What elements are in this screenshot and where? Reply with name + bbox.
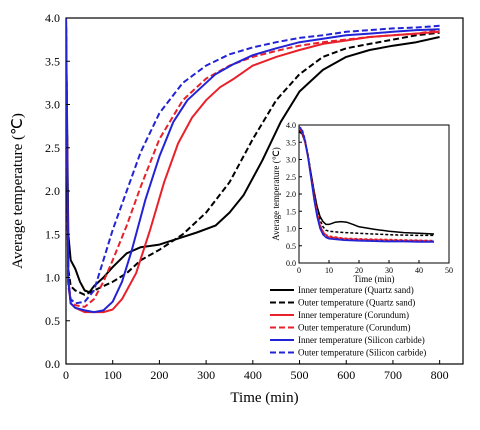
inset-y-tick-label-5: 2.5 (286, 173, 296, 182)
inset-y-tick-label-1: 0.5 (286, 242, 296, 251)
main-series-line-4 (66, 18, 440, 314)
inset-x-tick-label-1: 10 (325, 266, 333, 275)
main-x-tick-label-7: 700 (384, 368, 402, 382)
inset-y-axis-title: Average temperature (℃) (271, 147, 281, 240)
inset-x-tick-label-3: 30 (385, 266, 393, 275)
inset-y-tick-label-2: 1.0 (286, 225, 296, 234)
inset-series-line-5 (299, 126, 434, 243)
main-y-tick-label-0: 0.0 (45, 357, 60, 371)
inset-y-tick-label-0: 0.0 (286, 259, 296, 268)
inset-plot: 0 10 20 30 40 50 0.0 0.5 1.0 1.5 2.0 2.5 3.0 3.5 4.0 Ti… (271, 121, 453, 284)
inset-y-tick-label-6: 3.0 (286, 156, 296, 165)
main-x-tick-label-0: 0 (63, 368, 69, 382)
main-y-tick-label-1: 0.5 (45, 314, 60, 328)
main-y-tick-label-8: 4.0 (45, 11, 60, 25)
inset-y-tick-label-4: 2.0 (286, 190, 296, 199)
main-y-tick-label-2: 1.0 (45, 271, 60, 285)
main-y-tick-label-7: 3.5 (45, 54, 60, 68)
main-y-axis-title: Average temperature (℃) (10, 113, 26, 269)
inset-x-tick-label-2: 20 (355, 266, 363, 275)
inset-y-tick-label-7: 3.5 (286, 138, 296, 147)
legend-label-2: Inner temperature (Corundum) (298, 310, 409, 320)
legend-label-4: Inner temperature (Silicon carbide) (298, 335, 425, 345)
inset-x-tick-label-4: 40 (415, 266, 423, 275)
inset-x-axis-title: Time (min) (354, 274, 395, 284)
main-y-tick-label-3: 1.5 (45, 227, 60, 241)
inset-x-tick-label-0: 0 (297, 266, 301, 275)
legend-label-1: Outer temperature (Quartz sand) (298, 298, 415, 308)
main-x-tick-label-2: 200 (150, 368, 168, 382)
inset-y-tick-label-8: 4.0 (286, 121, 296, 130)
main-y-tick-label-6: 3.0 (45, 98, 60, 112)
main-x-tick-label-1: 100 (104, 368, 122, 382)
inset-y-tick-label-3: 1.5 (286, 207, 296, 216)
legend-label-5: Outer temperature (Silicon carbide) (298, 348, 426, 358)
legend-label-3: Outer temperature (Corundum) (298, 323, 410, 333)
main-x-tick-label-8: 800 (431, 368, 449, 382)
main-y-tick-label-5: 2.5 (45, 141, 60, 155)
main-x-tick-label-6: 600 (337, 368, 355, 382)
main-series-line-1 (66, 18, 440, 296)
main-y-tick-label-4: 2.0 (45, 184, 60, 198)
main-series-line-5 (66, 18, 440, 305)
inset-series-group (299, 126, 435, 243)
main-series-line-2 (66, 18, 440, 314)
legend-label-0: Inner temperature (Quartz sand) (298, 285, 414, 295)
main-x-tick-label-3: 300 (197, 368, 215, 382)
main-series-line-0 (66, 18, 440, 294)
inset-series-line-1 (299, 129, 434, 237)
main-x-tick-label-4: 400 (244, 368, 262, 382)
inset-x-tick-label-5: 50 (445, 266, 453, 275)
main-x-axis-title: Time (min) (230, 390, 298, 406)
legend: Inner temperature (Quartz sand) Outer tem… (270, 285, 426, 358)
main-series-line-3 (66, 18, 440, 308)
main-series-group (66, 18, 440, 314)
main-x-tick-label-5: 500 (291, 368, 309, 382)
